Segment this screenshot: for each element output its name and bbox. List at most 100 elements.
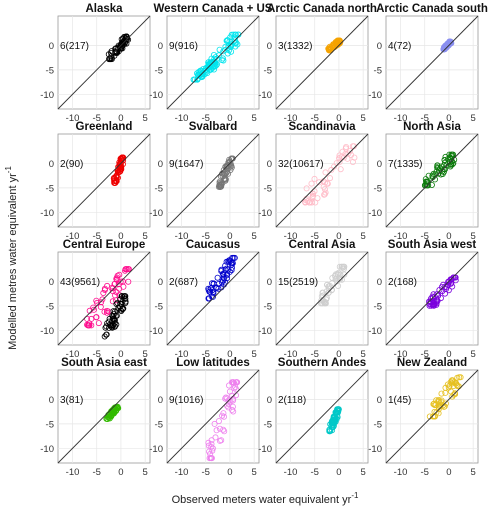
data-point — [112, 179, 119, 186]
data-point — [443, 284, 450, 291]
panel-title: Scandinavia — [288, 121, 356, 133]
data-point — [231, 254, 238, 261]
x-axis-label-text: Observed meters water equivalent yr — [172, 494, 352, 506]
y-tick-label: -10 — [149, 90, 163, 101]
data-point — [109, 312, 116, 319]
y-tick-label: -5 — [46, 183, 54, 194]
data-point — [195, 75, 202, 82]
panel: -10 -5 0 5 -10 -5 0 Scandinavia 32(10617) — [258, 121, 369, 242]
data-point — [334, 278, 341, 285]
panel: -10 -5 0 5 -10 -5 0 Caucasus 2(687) — [149, 239, 260, 360]
data-point — [229, 403, 236, 410]
data-point — [224, 402, 231, 409]
y-tick-label: -5 — [264, 65, 272, 76]
x-tick-label: -10 — [175, 467, 189, 478]
data-point — [334, 271, 341, 278]
x-tick-label: 0 — [227, 113, 232, 124]
panel: -10 -5 0 5 -10 -5 0 South Asia east 3(81) — [40, 357, 151, 478]
x-axis-label-sup: -1 — [351, 491, 359, 500]
data-point — [339, 148, 346, 155]
x-tick-label: 5 — [471, 467, 476, 478]
one-to-one-line — [166, 15, 260, 110]
data-point — [113, 173, 120, 180]
x-tick-label: -10 — [394, 467, 408, 478]
data-point — [99, 296, 106, 303]
panel-title: Greenland — [76, 121, 133, 133]
panel: -10 -5 0 5 -10 -5 0 Western Canada + US 9(916) — [149, 3, 273, 124]
one-to-one-line — [275, 133, 369, 228]
data-point — [220, 426, 227, 433]
count-label: 4(72) — [388, 41, 411, 52]
scatter-points — [317, 263, 348, 307]
count-label: 15(2519) — [278, 277, 318, 288]
y-tick-label: 0 — [377, 159, 382, 170]
data-point — [337, 271, 344, 278]
data-point — [437, 295, 444, 302]
one-to-one-line — [57, 15, 151, 110]
data-point — [111, 281, 118, 288]
data-point — [334, 270, 341, 277]
data-point — [232, 379, 239, 386]
data-point — [213, 427, 220, 434]
data-point — [330, 423, 337, 430]
count-label: 32(10617) — [278, 159, 324, 170]
y-tick-label: -10 — [368, 326, 382, 337]
data-point — [303, 185, 310, 192]
count-label: 2(118) — [278, 395, 306, 406]
data-point — [123, 33, 130, 40]
one-to-one-line — [166, 369, 260, 464]
x-tick-label: -5 — [421, 349, 429, 360]
count-label: 2(687) — [169, 277, 198, 288]
data-point — [204, 70, 211, 77]
data-point — [223, 272, 230, 279]
y-tick-label: -5 — [155, 419, 163, 430]
data-point — [228, 48, 235, 55]
data-point — [220, 175, 227, 182]
x-tick-label: 0 — [336, 113, 341, 124]
x-tick-label: 5 — [143, 231, 148, 242]
data-point — [220, 413, 227, 420]
x-tick-label: 0 — [227, 349, 232, 360]
y-tick-label: -5 — [155, 301, 163, 312]
data-point — [103, 323, 110, 330]
data-point — [88, 322, 95, 329]
data-point — [207, 454, 214, 461]
x-tick-label: 5 — [252, 113, 257, 124]
data-point — [206, 288, 213, 295]
data-point — [211, 59, 218, 66]
data-point — [435, 170, 442, 177]
y-tick-label: 0 — [49, 159, 54, 170]
data-point — [125, 36, 132, 43]
count-label: 9(1016) — [169, 395, 203, 406]
x-tick-label: -10 — [284, 349, 298, 360]
data-point — [113, 321, 120, 328]
x-tick-label: -10 — [66, 349, 80, 360]
data-point — [220, 410, 227, 417]
x-tick-label: -10 — [66, 231, 80, 242]
x-tick-label: -5 — [421, 467, 429, 478]
data-point — [116, 168, 123, 175]
data-point — [122, 266, 129, 273]
y-tick-label: 0 — [158, 277, 163, 288]
data-point — [211, 420, 218, 427]
scatter-points — [105, 33, 132, 63]
data-point — [341, 271, 348, 278]
y-tick-label: -10 — [258, 326, 272, 337]
data-point — [336, 158, 343, 165]
data-point — [194, 76, 201, 83]
data-point — [120, 293, 127, 300]
data-point — [431, 400, 438, 407]
x-tick-label: 5 — [143, 113, 148, 124]
y-tick-label: 0 — [49, 41, 54, 52]
x-tick-label: -10 — [175, 113, 189, 124]
data-point — [438, 397, 445, 404]
data-point — [333, 41, 340, 48]
one-to-one-line — [385, 15, 479, 110]
scatter-points — [84, 266, 132, 340]
count-label: 7(1335) — [388, 159, 422, 170]
data-point — [453, 380, 460, 387]
panel-title: North Asia — [403, 121, 461, 133]
y-tick-label: 0 — [267, 41, 272, 52]
y-tick-label: 0 — [267, 395, 272, 406]
data-point — [234, 41, 241, 48]
